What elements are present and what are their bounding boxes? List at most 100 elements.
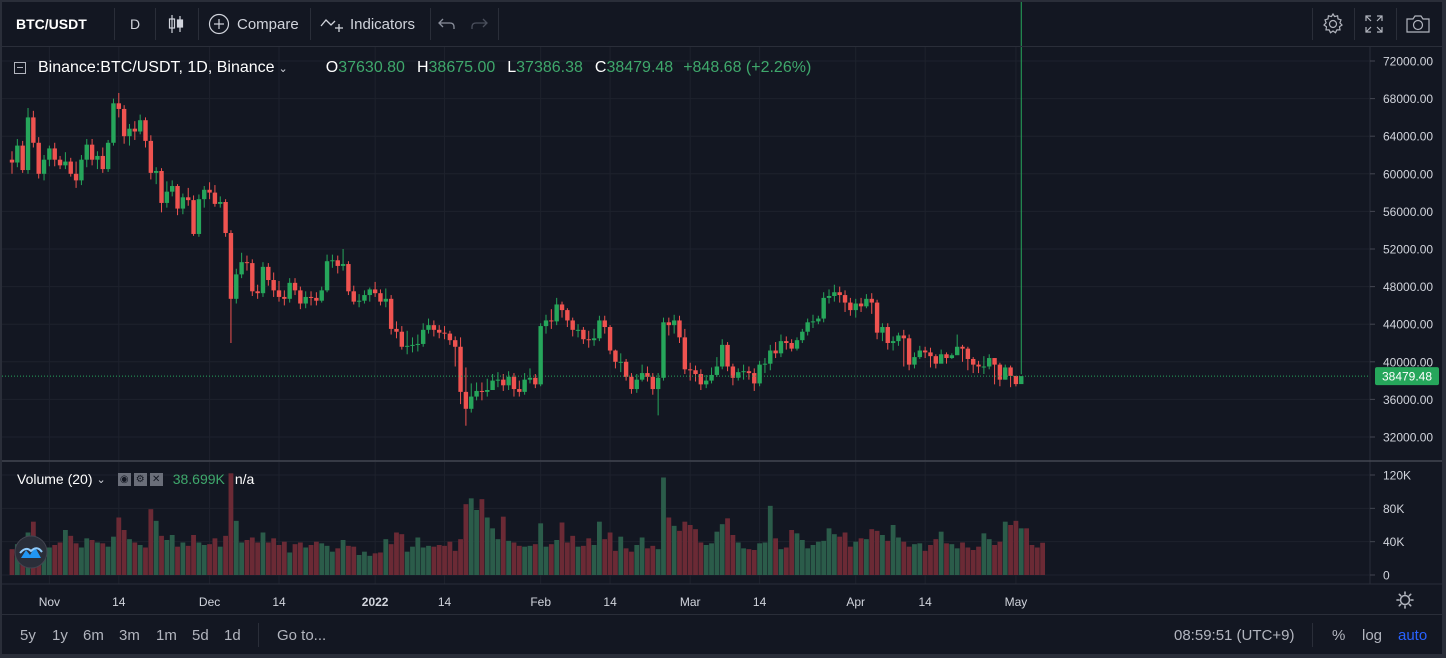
volume-bar bbox=[308, 545, 314, 575]
log-scale-button[interactable]: log bbox=[1362, 627, 1383, 644]
range-6m-button[interactable]: 6m bbox=[83, 627, 104, 644]
range-1d-button[interactable]: 1d bbox=[224, 627, 241, 644]
series-title[interactable]: Binance:BTC/USDT, 1D, Binance bbox=[38, 59, 275, 76]
candle bbox=[282, 290, 287, 306]
volume-bar bbox=[105, 546, 111, 575]
redo-button[interactable] bbox=[470, 2, 488, 46]
candle bbox=[15, 139, 20, 168]
volume-title[interactable]: Volume (20) bbox=[17, 471, 93, 487]
candle-body bbox=[666, 322, 672, 326]
snapshot-button[interactable] bbox=[1405, 2, 1431, 46]
volume-bar bbox=[1002, 521, 1008, 575]
volume-bar bbox=[922, 550, 928, 575]
candles-icon bbox=[168, 15, 184, 33]
fullscreen-button[interactable] bbox=[1364, 2, 1384, 46]
volume-bar bbox=[223, 535, 228, 575]
candle bbox=[853, 298, 858, 318]
candle bbox=[25, 108, 31, 174]
candle bbox=[175, 184, 180, 216]
candle bbox=[164, 181, 170, 208]
candle bbox=[437, 325, 442, 339]
range-3m-button[interactable]: 3m bbox=[119, 627, 140, 644]
collapse-legend-icon[interactable] bbox=[14, 62, 26, 74]
volume-bar bbox=[890, 525, 896, 575]
candle bbox=[607, 325, 613, 355]
volume-bar bbox=[992, 545, 997, 575]
undo-button[interactable] bbox=[438, 2, 456, 46]
candle bbox=[816, 315, 821, 325]
volume-bar bbox=[757, 543, 762, 575]
volume-bar bbox=[474, 510, 479, 575]
symbol-search-button[interactable]: BTC/USDT bbox=[16, 2, 87, 46]
candle-body bbox=[1003, 367, 1008, 380]
range-1y-button[interactable]: 1y bbox=[52, 627, 68, 644]
candle-body bbox=[100, 155, 105, 170]
candle bbox=[356, 294, 362, 308]
candle-body bbox=[511, 376, 517, 390]
candle bbox=[805, 318, 810, 336]
candle bbox=[554, 297, 559, 326]
volume-bar bbox=[217, 546, 223, 575]
candle bbox=[234, 268, 239, 304]
interval-button[interactable]: D bbox=[130, 2, 140, 46]
volume-bar bbox=[554, 540, 560, 575]
range-5d-button[interactable]: 5d bbox=[192, 627, 209, 644]
volume-bar bbox=[837, 536, 843, 575]
candle bbox=[570, 317, 575, 337]
chart-style-button[interactable] bbox=[167, 2, 185, 46]
candle bbox=[463, 367, 469, 426]
candle bbox=[890, 336, 896, 351]
volume-bar bbox=[484, 517, 490, 575]
volume-bar bbox=[912, 544, 917, 575]
candle-body bbox=[575, 329, 581, 331]
tradingview-logo-icon[interactable] bbox=[14, 535, 48, 569]
chart-canvas[interactable]: 38479.48 72000.00 68000.00 64000.00 60000.0… bbox=[2, 2, 1442, 614]
axis-settings-icon[interactable] bbox=[1396, 591, 1414, 609]
percent-scale-button[interactable]: % bbox=[1332, 627, 1346, 644]
settings-button[interactable] bbox=[1321, 2, 1345, 46]
time-axis: Nov 14 Dec 14 2022 14 Feb 14 Mar 14 Apr 14 May bbox=[39, 595, 1028, 609]
candle bbox=[741, 364, 746, 380]
chevron-down-icon[interactable]: ⌄ bbox=[278, 62, 288, 75]
candle bbox=[912, 352, 917, 369]
volume-bar bbox=[463, 504, 469, 575]
candle-body bbox=[442, 332, 447, 334]
candle-body bbox=[543, 320, 549, 327]
goto-button[interactable]: Go to... bbox=[277, 627, 327, 644]
gear-icon[interactable]: ⚙ bbox=[133, 472, 147, 486]
range-1m-button[interactable]: 1m bbox=[156, 627, 177, 644]
volume-bar bbox=[880, 535, 885, 575]
volume-bar bbox=[442, 545, 447, 575]
volume-bar bbox=[842, 532, 848, 575]
volume-bar bbox=[452, 550, 458, 575]
volume-bar bbox=[330, 551, 335, 575]
candle bbox=[591, 328, 597, 346]
volume-bar bbox=[933, 539, 939, 575]
close-icon[interactable]: ✕ bbox=[149, 472, 163, 486]
volume-bar bbox=[255, 542, 261, 575]
candle-body bbox=[415, 343, 421, 345]
candle-body bbox=[458, 346, 463, 392]
candle-body bbox=[52, 148, 57, 160]
candle bbox=[303, 291, 308, 309]
indicators-button[interactable]: Indicators bbox=[320, 2, 415, 46]
candle bbox=[287, 278, 292, 303]
volume-bar bbox=[164, 540, 170, 575]
volume-bar bbox=[297, 542, 303, 575]
candle bbox=[987, 354, 992, 370]
volume-bar bbox=[276, 545, 282, 575]
volume-bar bbox=[730, 535, 736, 575]
compare-button[interactable]: Compare bbox=[208, 2, 299, 46]
clock-label[interactable]: 08:59:51 (UTC+9) bbox=[1174, 627, 1295, 644]
candle-body bbox=[356, 300, 362, 302]
candle-body bbox=[629, 376, 634, 390]
candle-body bbox=[768, 350, 773, 364]
low-key: L bbox=[507, 59, 517, 76]
candle-body bbox=[84, 144, 89, 160]
chevron-down-icon[interactable]: ⌄ bbox=[96, 473, 106, 486]
range-5y-button[interactable]: 5y bbox=[20, 627, 36, 644]
auto-scale-button[interactable]: auto bbox=[1398, 627, 1428, 644]
eye-icon[interactable]: ◉ bbox=[117, 472, 131, 486]
candle-body bbox=[271, 280, 276, 291]
candle-body bbox=[143, 120, 148, 141]
